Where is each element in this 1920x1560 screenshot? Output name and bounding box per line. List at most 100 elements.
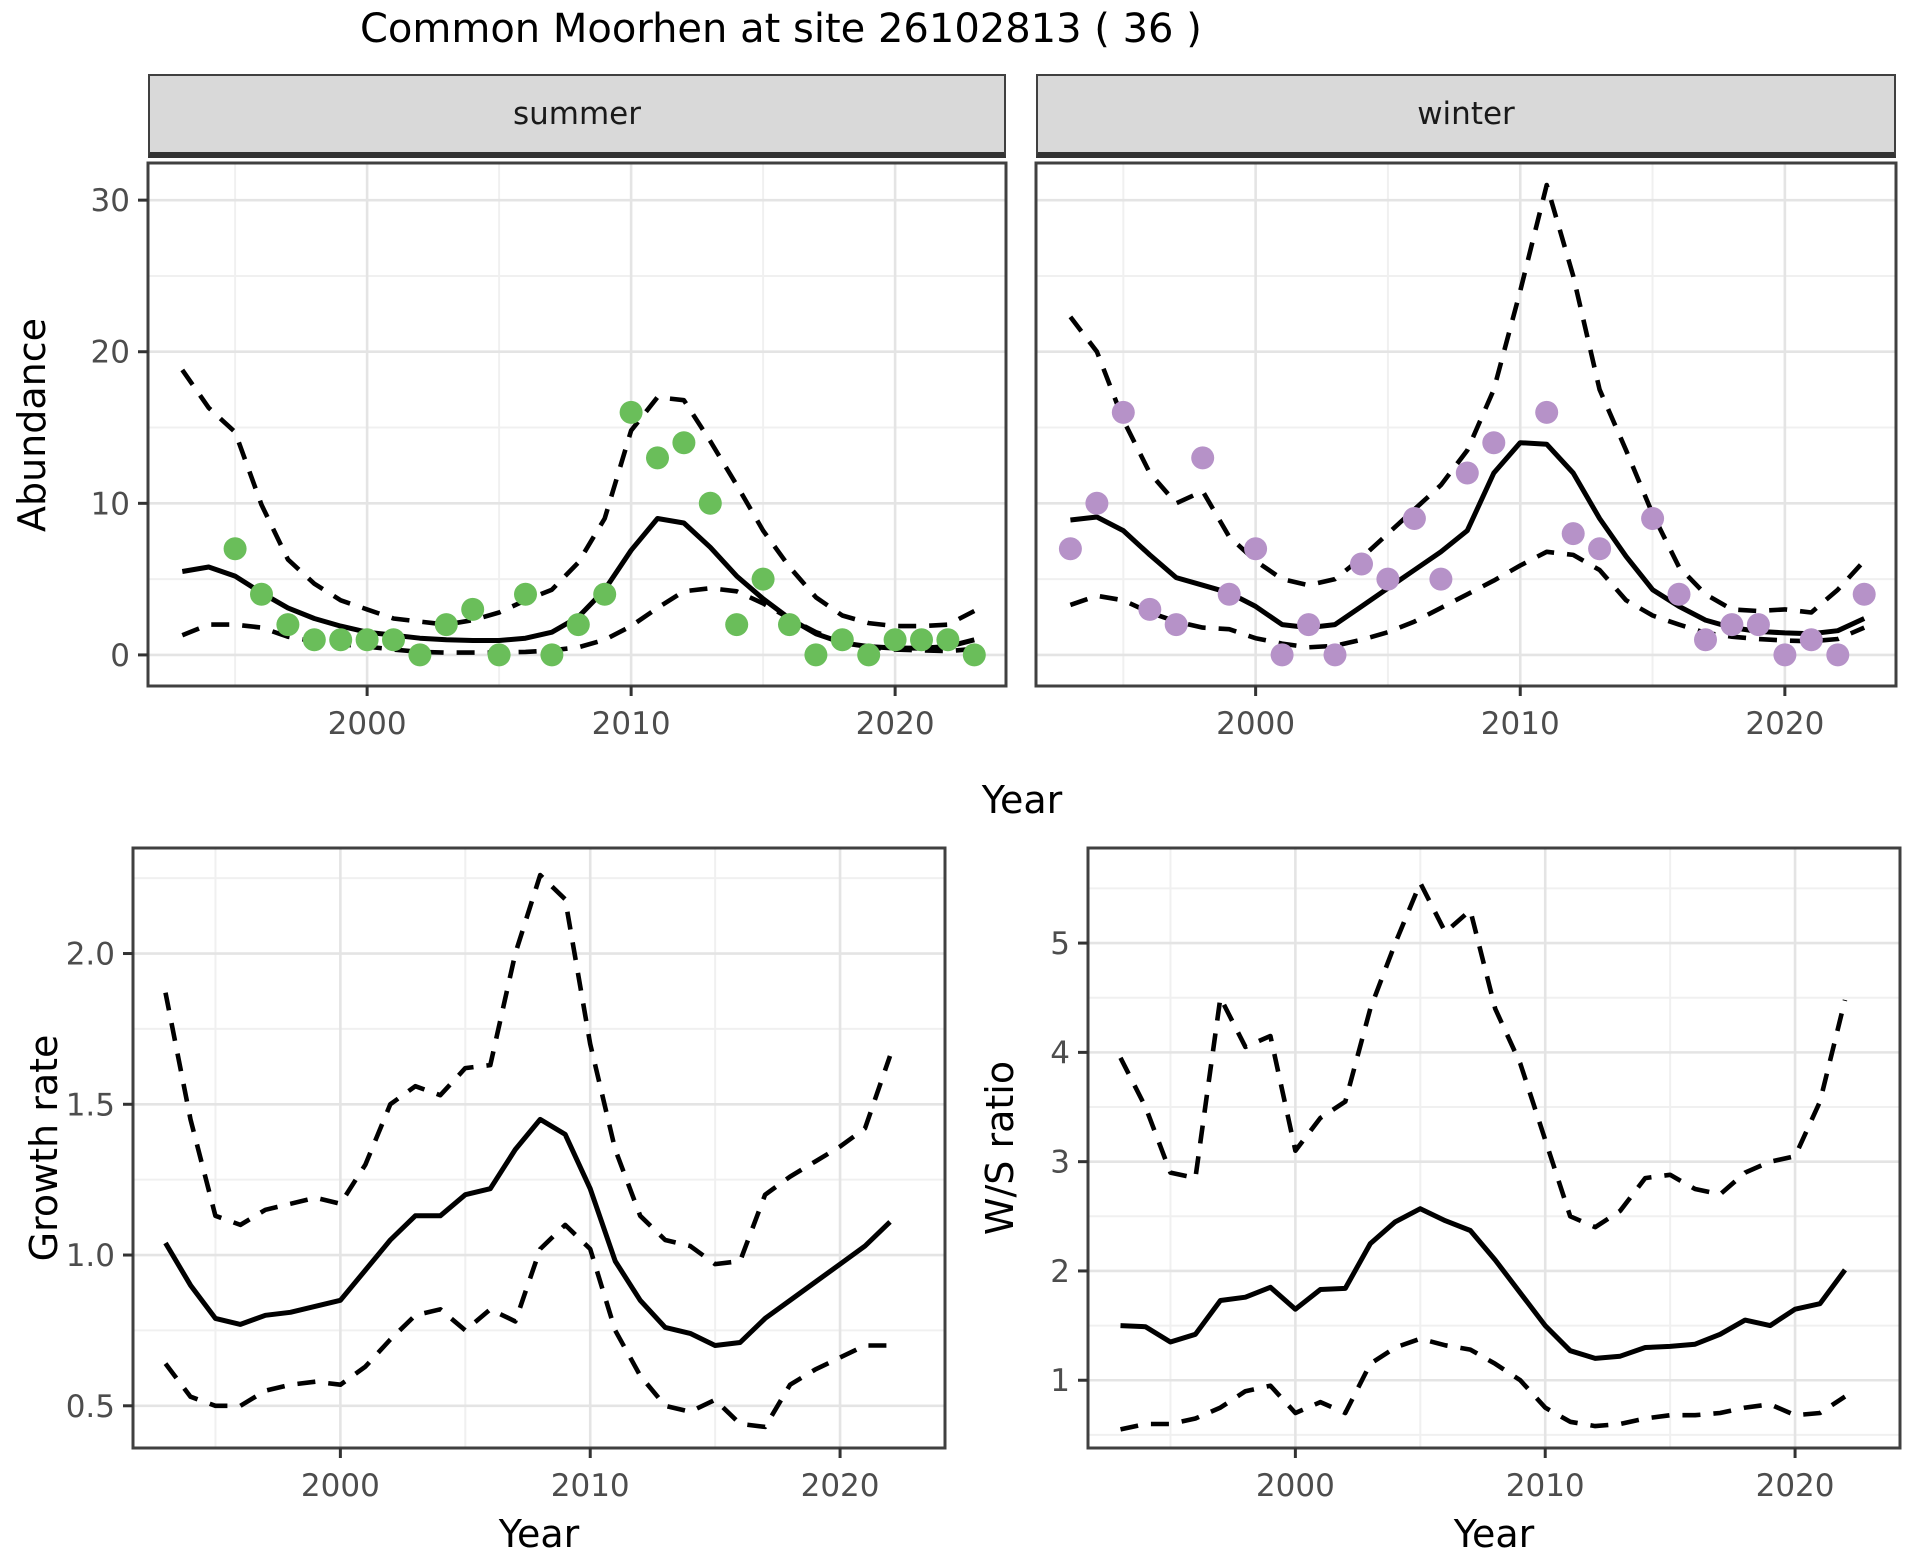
data-point <box>1164 613 1188 637</box>
x-tick-label: 2020 <box>1745 706 1824 742</box>
data-point <box>857 643 881 667</box>
data-point <box>1746 613 1770 637</box>
data-point <box>1535 400 1559 424</box>
x-tick-label: 2020 <box>1756 1468 1835 1504</box>
data-point <box>223 537 247 561</box>
ws-fit-line <box>1120 1206 1848 1361</box>
data-point <box>1191 446 1215 470</box>
growth-axis: 2000 2010 2020 0.5 1.0 1.5 2.0 <box>66 937 880 1504</box>
growth-upper_ci-line <box>163 872 893 1267</box>
data-point <box>355 628 379 652</box>
panel-border <box>1086 846 1902 1450</box>
y-tick-label: 2 <box>1050 1254 1070 1290</box>
data-point <box>1773 643 1797 667</box>
data-point <box>1826 643 1850 667</box>
data-point <box>672 431 696 455</box>
data-point <box>830 628 854 652</box>
ws-ratio-plot: 2000 2010 2020 1 2 3 4 5 <box>1050 846 1902 1504</box>
facet-label-winter: winter <box>1417 96 1515 132</box>
panel-background <box>1036 163 1896 686</box>
ws-grid-minor <box>1088 848 1900 1448</box>
observed-counts-winter <box>1058 400 1876 667</box>
data-point <box>487 643 511 667</box>
data-point <box>883 628 907 652</box>
observed-counts-summer <box>223 400 986 667</box>
ws-upper_ci-line <box>1118 880 1848 1230</box>
panel-background <box>1088 848 1900 1448</box>
data-point <box>593 582 617 606</box>
year-axis-title-ws: Year <box>1453 1512 1535 1556</box>
x-tick-label: 2000 <box>1216 706 1295 742</box>
figure-title: Common Moorhen at site 26102813 ( 36 ) <box>360 6 1202 52</box>
growth-grid-minor <box>133 848 945 1448</box>
winter-grid-major <box>1036 163 1896 686</box>
y-tick-label: 4 <box>1050 1035 1070 1071</box>
data-point <box>1667 582 1691 606</box>
data-point <box>778 613 801 637</box>
data-point <box>250 582 273 606</box>
growth-fit-line <box>163 1116 892 1348</box>
data-point <box>1350 552 1373 576</box>
growth-model-lines <box>163 872 893 1430</box>
panel-border <box>1034 161 1898 688</box>
data-point <box>434 613 458 637</box>
y-tick-label: 1.5 <box>66 1087 115 1123</box>
data-point <box>1138 597 1162 621</box>
ws-lower_ci-line <box>1120 1336 1847 1432</box>
data-point <box>1058 537 1082 561</box>
y-tick-label: 1 <box>1050 1363 1070 1399</box>
year-axis-title-growth: Year <box>498 1512 580 1556</box>
data-point <box>514 582 537 606</box>
data-point <box>1402 507 1426 530</box>
data-point <box>1085 491 1109 515</box>
data-point <box>1455 461 1479 485</box>
x-tick-label: 2010 <box>1481 706 1560 742</box>
winter-lower_ci-line <box>1069 549 1866 650</box>
data-point <box>1111 400 1135 424</box>
data-point <box>382 628 405 652</box>
data-point <box>1244 537 1268 561</box>
data-point <box>698 491 722 515</box>
panel-border <box>146 161 1008 688</box>
data-point <box>1720 613 1744 637</box>
y-tick-label: 30 <box>91 183 130 219</box>
y-tick-label: 0 <box>110 638 130 674</box>
y-tick-label: 3 <box>1050 1145 1070 1181</box>
winter-axis: 2000 2010 2020 <box>1216 686 1824 742</box>
data-point <box>1323 643 1347 667</box>
data-point <box>804 643 828 667</box>
x-tick-label: 2000 <box>328 706 407 742</box>
panel-border <box>131 846 947 1450</box>
data-point <box>1588 537 1612 561</box>
data-point <box>1641 507 1665 530</box>
ws-ratio-axis-title: W/S ratio <box>978 1060 1022 1236</box>
y-tick-label: 20 <box>91 335 130 371</box>
data-point <box>408 643 432 667</box>
x-tick-label: 2000 <box>1256 1468 1335 1504</box>
data-point <box>910 628 933 652</box>
panel-background <box>148 163 1006 686</box>
y-tick-label: 10 <box>91 486 130 522</box>
data-point <box>566 613 590 637</box>
data-point <box>329 628 353 652</box>
winter-upper_ci-line <box>1068 182 1866 615</box>
x-tick-label: 2010 <box>1506 1468 1585 1504</box>
summer-axis: 2000 2010 2020 0 10 20 30 <box>91 183 935 742</box>
data-point <box>725 613 749 637</box>
data-point <box>1297 613 1321 637</box>
summer-upper_ci-line <box>180 368 976 629</box>
data-point <box>540 643 564 667</box>
x-tick-label: 2020 <box>856 706 935 742</box>
facet-label-summer: summer <box>512 96 641 132</box>
data-point <box>1561 522 1585 546</box>
y-tick-label: 1.0 <box>66 1238 115 1274</box>
summer-grid-minor <box>148 163 1006 686</box>
data-point <box>1217 582 1241 606</box>
data-point <box>1270 643 1294 667</box>
panel-background <box>133 848 945 1448</box>
data-point <box>936 628 960 652</box>
growth-rate-axis-title: Growth rate <box>22 1034 66 1262</box>
x-tick-label: 2020 <box>801 1468 880 1504</box>
data-point <box>1852 582 1876 606</box>
x-tick-label: 2010 <box>592 706 671 742</box>
